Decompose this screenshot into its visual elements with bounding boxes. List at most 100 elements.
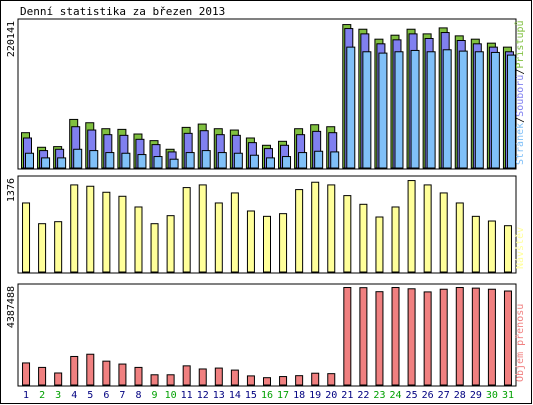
bar-visits (343, 195, 352, 273)
bar-pages (490, 51, 500, 169)
bar-pages (298, 152, 308, 169)
day-label: 5 (87, 390, 93, 401)
legend: Návštěv (514, 227, 526, 269)
bar-pages (265, 157, 275, 169)
legend-entry: Souborů (514, 75, 526, 117)
day-label: 4 (71, 390, 77, 401)
day-label: 15 (245, 390, 257, 401)
bar-pages (121, 152, 131, 169)
bar-pages (41, 157, 51, 169)
day-label: 20 (325, 390, 337, 401)
bar-visits (230, 192, 239, 273)
y-max-label: 4387488 (6, 286, 17, 328)
bar-pages (217, 152, 227, 169)
bar-visits (246, 210, 255, 273)
bar-pages (426, 51, 436, 169)
bar-pages (330, 151, 340, 169)
bar-kbytes (295, 375, 304, 386)
bar-kbytes (391, 287, 400, 386)
legend-entry: Návštěv (514, 227, 526, 269)
bar-visits (375, 216, 384, 273)
bar-kbytes (118, 363, 127, 386)
bar-visits (311, 181, 320, 273)
bar-kbytes (70, 355, 79, 386)
bar-visits (295, 189, 304, 273)
bar-kbytes (407, 288, 416, 386)
bar-kbytes (38, 366, 47, 386)
day-label-row: 1 2 3 4 5 6 7 8 9 10 11 12 13 14 15 16 17 18 19 20 21 22 23 24 2… (23, 390, 514, 401)
day-label: 9 (152, 390, 158, 401)
bar-kbytes (230, 369, 239, 386)
bar-kbytes (471, 287, 480, 386)
bar-visits (423, 184, 432, 273)
bar-visits (70, 184, 79, 273)
panel-frame (17, 283, 517, 387)
bar-visits (22, 202, 31, 273)
bar-visits (327, 184, 336, 273)
y-max-label: 1376 (6, 178, 17, 202)
legend-entry: Objem přenosu (514, 304, 526, 382)
day-label: 11 (181, 390, 193, 401)
chart-title: Denní statistika za březen 2013 (20, 5, 225, 18)
legend: Stránek/Souborů/Přístupů (514, 20, 526, 165)
legend-entry: Stránek (514, 123, 526, 165)
day-label: 21 (341, 390, 353, 401)
bar-visits (503, 225, 512, 273)
bar-visits (439, 192, 448, 273)
bar-pages (153, 156, 163, 169)
bar-kbytes (263, 377, 271, 386)
bar-pages (233, 152, 243, 169)
bar-pages (137, 154, 147, 169)
bar-pages (458, 50, 468, 169)
bar-pages (89, 150, 99, 169)
bar-pages (282, 156, 292, 169)
bar-visits (487, 220, 496, 273)
day-label: 25 (406, 390, 418, 401)
day-label: 27 (438, 390, 450, 401)
bar-kbytes (214, 367, 223, 386)
legend-entry: / (515, 117, 526, 123)
bar-kbytes (102, 360, 111, 386)
bar-pages (314, 150, 324, 169)
kbytes-panel: 4387488 Objem přenosu (6, 283, 526, 387)
day-label: 2 (39, 390, 45, 401)
bar-kbytes (86, 353, 95, 386)
bar-visits (38, 223, 47, 273)
legend: Objem přenosu (514, 304, 526, 382)
bar-visits (182, 187, 191, 273)
bar-visits (263, 215, 271, 273)
day-label: 14 (229, 390, 241, 401)
bar-pages (201, 150, 211, 169)
bar-kbytes (311, 372, 320, 386)
bar-kbytes (503, 290, 512, 386)
bar-pages (169, 158, 179, 169)
bar-pages (474, 51, 484, 169)
day-label: 8 (135, 390, 141, 401)
day-label: 17 (277, 390, 289, 401)
bar-pages (185, 152, 195, 169)
day-label: 6 (103, 390, 109, 401)
bar-pages (73, 148, 83, 169)
legend-entry: Přístupů (514, 20, 526, 68)
bar-kbytes (134, 366, 143, 386)
bar-kbytes (198, 368, 207, 386)
bar-visits (359, 203, 368, 273)
day-label: 13 (213, 390, 225, 401)
day-label: 7 (119, 390, 125, 401)
bar-visits (86, 185, 95, 273)
bar-pages (57, 157, 67, 169)
bar-pages (378, 52, 388, 169)
visits-panel: 1376 Návštěv (6, 175, 526, 274)
day-label: 29 (470, 390, 482, 401)
day-label: 10 (165, 390, 177, 401)
bar-visits (455, 202, 464, 273)
bar-kbytes (279, 376, 288, 386)
bar-kbytes (343, 287, 352, 386)
day-label: 12 (197, 390, 209, 401)
day-label: 18 (293, 390, 305, 401)
bar-visits (471, 215, 480, 273)
bar-visits (214, 202, 223, 273)
bar-pages (249, 154, 259, 169)
